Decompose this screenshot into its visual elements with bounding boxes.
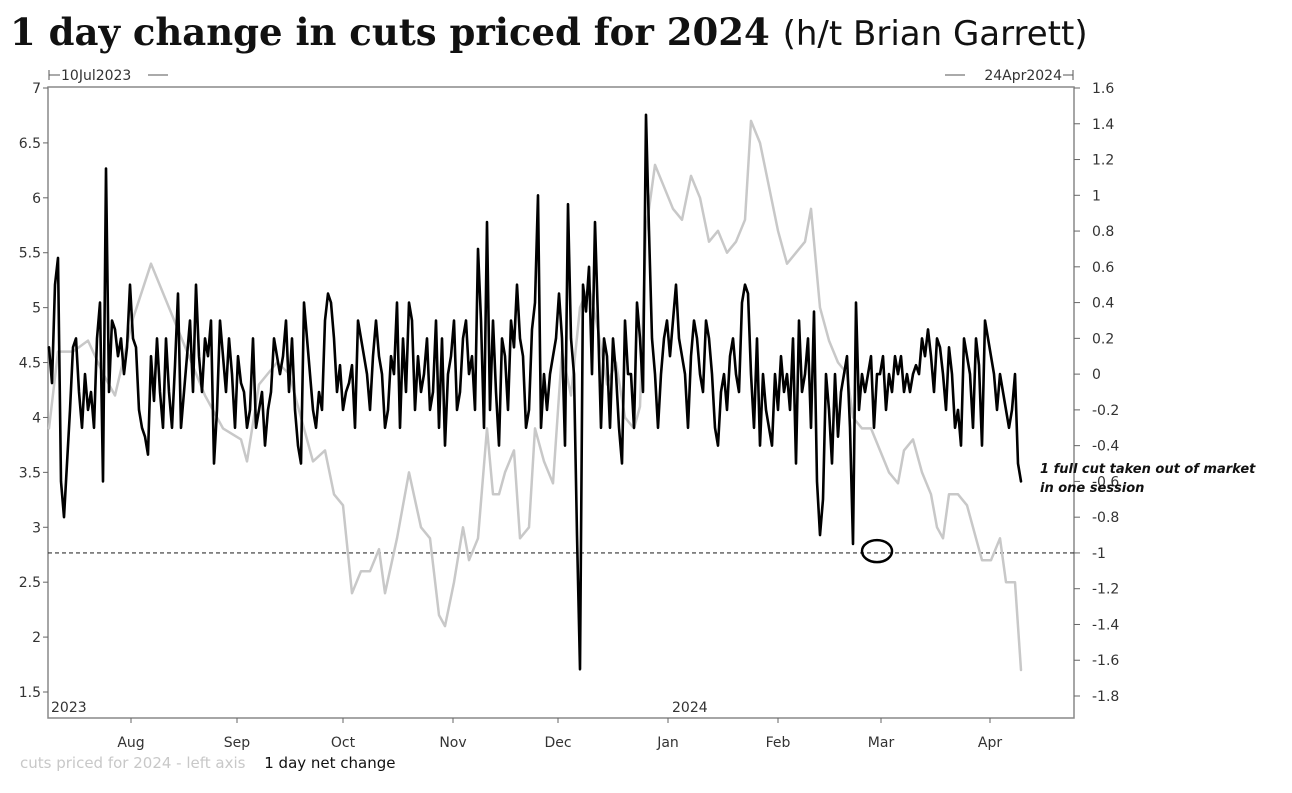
left-tick-label: 3 <box>32 520 41 536</box>
legend-item-cuts-priced: cuts priced for 2024 - left axis <box>20 754 246 772</box>
plot-frame <box>47 86 1075 719</box>
year-label-2023: 2023 <box>51 700 87 716</box>
left-axis: 7 6.5 6 5.5 5 4.5 4 3.5 3 2.5 2 1.5 <box>19 81 48 701</box>
right-tick-label: 1 <box>1092 188 1101 204</box>
left-tick-label: 2 <box>32 630 41 646</box>
right-tick-label: 0 <box>1092 367 1101 383</box>
series-layer <box>47 113 1023 672</box>
right-axis: 1.6 1.4 1.2 1 0.8 0.6 0.4 0.2 0 -0.2 -0.4 -0.6 -0.8 -… <box>1074 81 1119 705</box>
legend: cuts priced for 2024 - left axis 1 day n… <box>20 754 410 772</box>
x-tick-label: Sep <box>224 735 251 751</box>
legend-item-day-change: 1 day net change <box>264 754 396 772</box>
left-tick-label: 4.5 <box>19 356 41 372</box>
date-range-markers: 10Jul2023 24Apr2024 <box>48 68 1074 84</box>
left-tick-label: 1.5 <box>19 685 41 701</box>
left-tick-label: 4 <box>32 410 41 426</box>
annotation-text-line1: 1 full cut taken out of market <box>1040 462 1256 477</box>
right-tick-label: 0.4 <box>1092 296 1114 312</box>
year-label-2024: 2024 <box>672 700 708 716</box>
annotation-circle <box>860 538 894 564</box>
left-tick-label: 2.5 <box>19 575 41 591</box>
left-tick-label: 6 <box>32 191 41 207</box>
x-tick-label: Apr <box>978 735 1002 751</box>
left-tick-label: 6.5 <box>19 136 41 152</box>
x-tick-label: Jan <box>656 735 679 751</box>
series-line-day-change <box>47 113 1023 671</box>
left-tick-label: 5.5 <box>19 246 41 262</box>
right-tick-label: -1 <box>1092 546 1106 562</box>
chart-title-main: 1 day change in cuts priced for 2024 <box>10 10 770 54</box>
x-tick-label: Feb <box>766 735 791 751</box>
chart-title: 1 day change in cuts priced for 2024 (h/… <box>10 8 1088 58</box>
left-tick-label: 3.5 <box>19 465 41 481</box>
right-tick-label: -0.8 <box>1092 510 1119 526</box>
right-tick-label: -0.4 <box>1092 439 1119 455</box>
right-tick-label: 1.6 <box>1092 81 1114 97</box>
right-tick-label: -0.6 <box>1092 474 1119 490</box>
right-tick-label: 1.2 <box>1092 153 1114 169</box>
x-tick-label: Oct <box>331 735 356 751</box>
annotation-layer: 1 full cut taken out of market in one se… <box>860 462 1256 564</box>
x-tick-label: Aug <box>117 735 144 751</box>
left-tick-label: 5 <box>32 301 41 317</box>
right-tick-label: 0.2 <box>1092 331 1114 347</box>
chart-title-credit: (h/t Brian Garrett) <box>782 14 1088 54</box>
right-tick-label: 1.4 <box>1092 117 1114 133</box>
right-tick-label: -1.6 <box>1092 653 1119 669</box>
right-tick-label: -1.2 <box>1092 582 1119 598</box>
range-end-label: 24Apr2024 <box>984 68 1062 84</box>
right-tick-label: -0.2 <box>1092 403 1119 419</box>
annotation-text-line2: in one session <box>1040 481 1144 496</box>
x-tick-label: Nov <box>439 735 466 751</box>
right-tick-label: 0.8 <box>1092 224 1114 240</box>
x-tick-label: Mar <box>868 735 895 751</box>
left-tick-label: 7 <box>32 81 41 97</box>
x-axis: Aug Sep Oct Nov Dec Jan Feb Mar Apr <box>117 718 1002 751</box>
right-tick-label: -1.4 <box>1092 617 1119 633</box>
right-tick-label: 0.6 <box>1092 260 1114 276</box>
x-tick-label: Dec <box>544 735 571 751</box>
right-tick-label: -1.8 <box>1092 689 1119 705</box>
range-start-label: 10Jul2023 <box>61 68 131 84</box>
